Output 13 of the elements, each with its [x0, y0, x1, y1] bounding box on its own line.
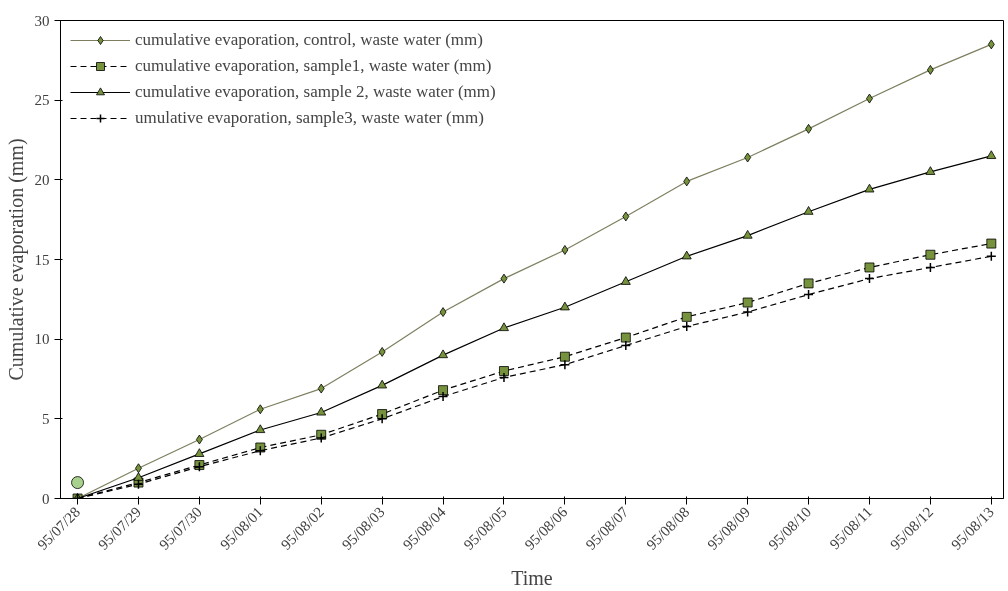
y-tick-label: 25: [34, 92, 50, 109]
x-axis-title: Time: [511, 566, 553, 589]
y-tick-label: 5: [42, 410, 50, 427]
y-tick-label: 15: [34, 251, 50, 268]
legend-label: cumulative evaporation, control, waste water (mm): [135, 30, 483, 50]
y-tick-label: 20: [34, 171, 50, 188]
legend-label: umulative evaporation, sample3, waste water (mm): [135, 108, 484, 128]
y-tick-label: 30: [34, 12, 50, 29]
y-tick-label: 10: [34, 331, 50, 348]
y-tick-label: 0: [42, 490, 50, 507]
legend-label: cumulative evaporation, sample 2, waste water (mm): [135, 82, 496, 102]
y-axis-title: Cumulative evaporation (mm): [4, 138, 28, 381]
legend-label: cumulative evaporation, sample1, waste water (mm): [135, 56, 492, 76]
